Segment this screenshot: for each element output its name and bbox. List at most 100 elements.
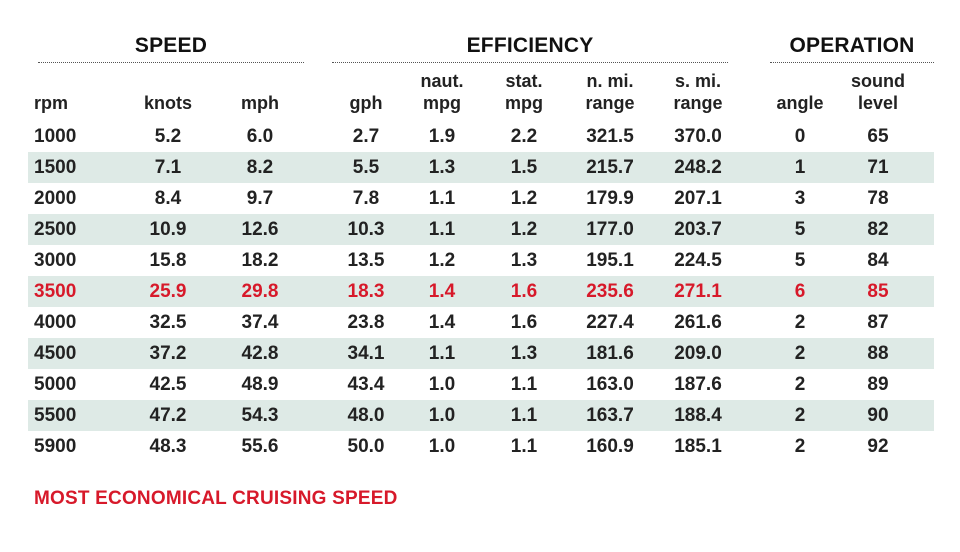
cell-stat-mpg: 2.2 — [510, 126, 538, 147]
cell-gph: 2.7 — [352, 126, 380, 147]
group-rule-efficiency — [332, 62, 728, 63]
cell-stat-mpg: 1.2 — [510, 219, 538, 240]
cell-sound-level: 71 — [867, 157, 889, 178]
cell-stat-mpg: 1.1 — [510, 374, 538, 395]
cell-naut-mpg: 1.0 — [428, 405, 456, 426]
column-header-line: n. mi. — [586, 71, 634, 91]
cell-rpm: 4500 — [34, 343, 77, 364]
cell-knots: 7.1 — [154, 157, 182, 178]
cell-mph: 55.6 — [241, 436, 279, 457]
column-header-s-mi-range: s. mi. range — [660, 66, 736, 114]
cell-angle: 5 — [794, 250, 806, 271]
cell-rpm: 3000 — [34, 250, 77, 271]
cell-sound-level: 84 — [867, 250, 889, 271]
column-header-sound-level: sound level — [846, 66, 910, 114]
cell-naut-mpg: 1.1 — [428, 188, 456, 209]
group-rule-operation — [770, 62, 934, 63]
column-header-rpm: rpm — [34, 66, 94, 114]
cell-n-mi-range: 321.5 — [586, 126, 634, 147]
cell-sound-level: 92 — [867, 436, 889, 457]
column-header-line: knots — [143, 93, 192, 113]
cell-sound-level: 78 — [867, 188, 889, 209]
cell-gph: 13.5 — [347, 250, 385, 271]
cell-naut-mpg: 1.4 — [428, 281, 456, 302]
group-rule-speed — [38, 62, 304, 63]
table-row: 5000 42.5 48.9 43.4 1.0 1.1 163.0 187.6 2 89 — [28, 369, 934, 400]
cell-knots: 42.5 — [149, 374, 187, 395]
cell-knots: 47.2 — [149, 405, 187, 426]
cell-rpm: 5900 — [34, 436, 77, 457]
cell-stat-mpg: 1.2 — [510, 188, 538, 209]
column-header-line: angle — [776, 93, 824, 113]
cell-n-mi-range: 195.1 — [586, 250, 634, 271]
table-row: 2000 8.4 9.7 7.8 1.1 1.2 179.9 207.1 3 78 — [28, 183, 934, 214]
column-header-line: mpg — [423, 93, 461, 113]
cell-angle: 6 — [794, 281, 806, 302]
table-row: 5900 48.3 55.6 50.0 1.0 1.1 160.9 185.1 2 92 — [28, 431, 934, 462]
cell-mph: 6.0 — [246, 126, 274, 147]
cell-mph: 9.7 — [246, 188, 274, 209]
cell-naut-mpg: 1.4 — [428, 312, 456, 333]
cell-stat-mpg: 1.1 — [510, 405, 538, 426]
cell-knots: 32.5 — [149, 312, 187, 333]
cell-mph: 12.6 — [241, 219, 279, 240]
cell-angle: 2 — [794, 343, 806, 364]
cell-stat-mpg: 1.6 — [510, 281, 538, 302]
table-row: 3000 15.8 18.2 13.5 1.2 1.3 195.1 224.5 5 84 — [28, 245, 934, 276]
table-row: 1000 5.2 6.0 2.7 1.9 2.2 321.5 370.0 0 65 — [28, 121, 934, 152]
cell-n-mi-range: 227.4 — [586, 312, 634, 333]
group-heading-operation: OPERATION — [789, 34, 915, 57]
cell-n-mi-range: 179.9 — [586, 188, 634, 209]
cell-n-mi-range: 177.0 — [586, 219, 634, 240]
table-row: 4500 37.2 42.8 34.1 1.1 1.3 181.6 209.0 2 88 — [28, 338, 934, 369]
performance-table: 1000 5.2 6.0 2.7 1.9 2.2 321.5 370.0 0 65 1500 7.1 8… — [28, 121, 934, 462]
cell-n-mi-range: 163.0 — [586, 374, 634, 395]
cell-rpm: 1000 — [34, 126, 77, 147]
cell-s-mi-range: 209.0 — [674, 343, 722, 364]
cell-naut-mpg: 1.3 — [428, 157, 456, 178]
column-header-line: s. mi. — [674, 71, 722, 91]
column-header-gph: gph — [334, 66, 398, 114]
column-header-angle: angle — [770, 66, 830, 114]
cell-gph: 23.8 — [347, 312, 385, 333]
column-header-line: gph — [349, 93, 383, 113]
cell-rpm: 4000 — [34, 312, 77, 333]
column-header-stat-mpg: stat. mpg — [494, 66, 554, 114]
cell-angle: 2 — [794, 436, 806, 457]
cell-mph: 8.2 — [246, 157, 274, 178]
cell-s-mi-range: 188.4 — [674, 405, 722, 426]
cell-sound-level: 65 — [867, 126, 889, 147]
cell-gph: 43.4 — [347, 374, 385, 395]
cell-naut-mpg: 1.0 — [428, 436, 456, 457]
cell-s-mi-range: 185.1 — [674, 436, 722, 457]
cell-s-mi-range: 261.6 — [674, 312, 722, 333]
column-header-line: range — [673, 93, 723, 113]
cell-gph: 10.3 — [347, 219, 385, 240]
cell-mph: 54.3 — [241, 405, 279, 426]
cell-knots: 10.9 — [149, 219, 187, 240]
cell-angle: 1 — [794, 157, 806, 178]
cell-gph: 5.5 — [352, 157, 380, 178]
cell-naut-mpg: 1.1 — [428, 219, 456, 240]
cell-sound-level: 89 — [867, 374, 889, 395]
cell-stat-mpg: 1.5 — [510, 157, 538, 178]
column-header-line: mpg — [505, 93, 543, 113]
cell-sound-level: 85 — [867, 281, 889, 302]
cell-n-mi-range: 235.6 — [586, 281, 634, 302]
cell-s-mi-range: 271.1 — [674, 281, 722, 302]
cell-rpm: 1500 — [34, 157, 77, 178]
column-header-line: stat. — [505, 71, 543, 91]
cell-naut-mpg: 1.0 — [428, 374, 456, 395]
column-header-line: sound — [851, 71, 905, 91]
cell-knots: 8.4 — [154, 188, 182, 209]
cell-s-mi-range: 370.0 — [674, 126, 722, 147]
cell-stat-mpg: 1.1 — [510, 436, 538, 457]
table-row: 2500 10.9 12.6 10.3 1.1 1.2 177.0 203.7 5 82 — [28, 214, 934, 245]
column-header-line: naut. — [420, 71, 464, 91]
cell-angle: 0 — [794, 126, 806, 147]
cell-mph: 29.8 — [241, 281, 279, 302]
cell-s-mi-range: 207.1 — [674, 188, 722, 209]
cell-sound-level: 88 — [867, 343, 889, 364]
cell-mph: 42.8 — [241, 343, 279, 364]
cell-naut-mpg: 1.9 — [428, 126, 456, 147]
